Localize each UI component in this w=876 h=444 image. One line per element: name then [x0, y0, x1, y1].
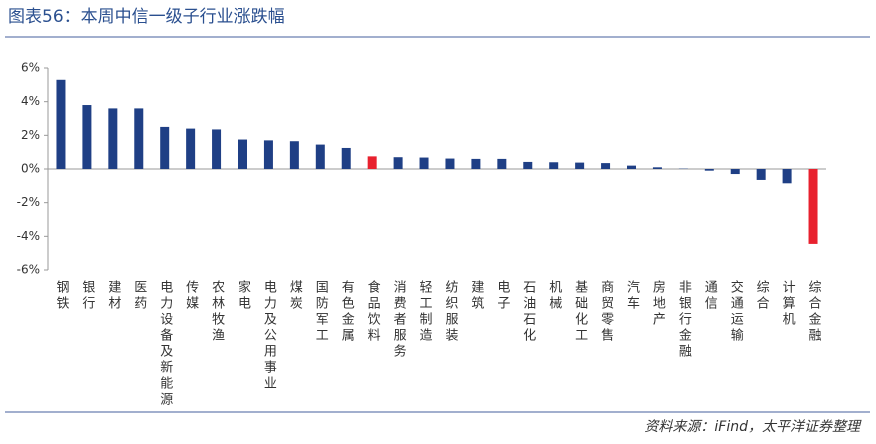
x-tick-label: 通信 [702, 280, 718, 312]
y-tick-label: 4% [21, 94, 40, 108]
bar [497, 159, 506, 169]
x-tick-label: 建材 [105, 280, 121, 312]
x-tick-label: 煤炭 [287, 280, 303, 312]
bar [56, 80, 65, 169]
x-tick-label: 综合金融 [806, 280, 822, 344]
x-tick-label: 电子 [494, 280, 510, 312]
x-tick-label: 银行 [79, 280, 95, 312]
bar [809, 169, 818, 244]
chart-title: 图表56：本周中信一级子行业涨跌幅 [8, 7, 285, 27]
bar [627, 166, 636, 169]
x-tick-label: 汽车 [624, 280, 640, 312]
bar [420, 158, 429, 169]
x-tick-label: 国防军工 [313, 280, 329, 344]
x-tick-label: 纺织服装 [442, 280, 458, 344]
bar [757, 169, 766, 180]
x-tick-label: 基础化工 [572, 280, 588, 344]
bar [575, 163, 584, 169]
y-tick-label: -6% [17, 263, 40, 277]
x-tick-label: 计算机 [780, 280, 796, 328]
x-tick-label: 电力设备及新能源 [157, 280, 173, 408]
y-tick-label: 6% [21, 61, 40, 75]
x-tick-label: 电力及公用事业 [261, 280, 277, 392]
bar [653, 167, 662, 169]
bar [212, 129, 221, 169]
bar [394, 157, 403, 169]
bar [445, 159, 454, 169]
bar [549, 162, 558, 169]
x-tick-label: 农林牧渔 [209, 280, 225, 344]
bar [108, 108, 117, 169]
x-tick-label: 机械 [546, 280, 562, 312]
x-tick-label: 轻工制造 [417, 280, 433, 344]
x-tick-label: 消费者服务 [391, 280, 407, 360]
bar [523, 162, 532, 169]
x-tick-label: 交通运输 [728, 279, 744, 344]
bar [238, 140, 247, 169]
bar [82, 105, 91, 169]
x-tick-label: 综合 [754, 280, 770, 312]
bar [471, 159, 480, 169]
bar [264, 140, 273, 169]
x-tick-label: 医药 [131, 280, 147, 312]
bar [160, 127, 169, 169]
x-tick-label: 钢铁 [53, 280, 69, 312]
bar [134, 108, 143, 169]
x-tick-label: 传媒 [183, 280, 199, 312]
bar [290, 141, 299, 169]
bar [368, 156, 377, 169]
x-tick-label: 有色金属 [339, 280, 355, 344]
x-tick-label: 非银行金融 [676, 280, 692, 360]
x-tick-label: 建筑 [468, 280, 484, 312]
bar [783, 169, 792, 183]
bar [601, 163, 610, 169]
source-note: 资料来源：iFind，太平洋证券整理 [644, 419, 862, 435]
x-tick-label: 商贸零售 [598, 280, 614, 344]
bar [186, 129, 195, 169]
x-tick-label: 石油石化 [520, 280, 536, 344]
y-tick-label: 2% [21, 128, 40, 142]
x-tick-label: 家电 [235, 279, 251, 312]
bar [316, 145, 325, 169]
bar [705, 169, 714, 171]
y-tick-label: 0% [21, 162, 40, 176]
bar [731, 169, 740, 174]
x-tick-label: 房地产 [650, 279, 666, 328]
x-tick-label: 食品饮料 [365, 279, 381, 344]
y-tick-label: -4% [17, 229, 40, 243]
y-tick-label: -2% [17, 195, 40, 209]
bar [342, 148, 351, 169]
